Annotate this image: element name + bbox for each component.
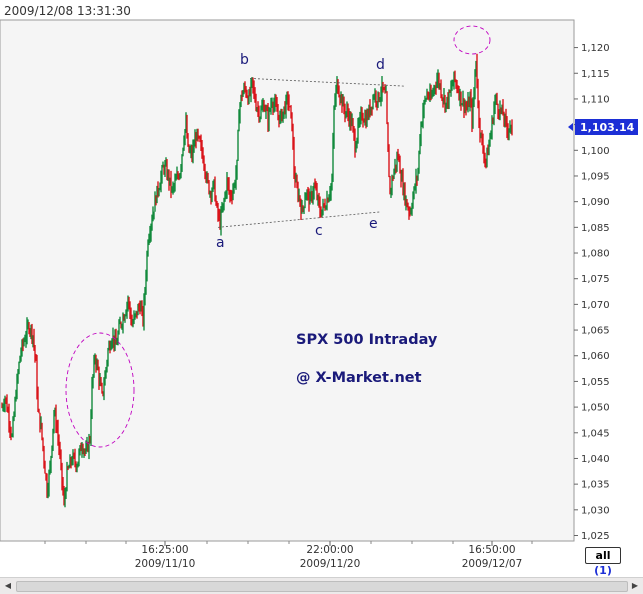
y-tick-label: 1,055 xyxy=(581,377,610,388)
y-tick-label: 1,095 xyxy=(581,171,610,182)
y-tick-label: 1,085 xyxy=(581,223,610,234)
wave-label-a: a xyxy=(216,235,225,251)
chart-timestamp: 2009/12/08 13:31:30 xyxy=(4,4,131,18)
y-tick-label: 1,045 xyxy=(581,428,610,439)
x-tick-time: 16:25:00 xyxy=(141,544,188,556)
highlight-circles xyxy=(65,25,491,448)
wave-label-e: e xyxy=(369,216,378,232)
y-tick-label: 1,115 xyxy=(581,69,610,80)
candlestick-series xyxy=(1,53,513,508)
wave-label-c: c xyxy=(315,223,323,239)
y-axis: 1,025 1,030 1,035 1,040 1,045 1,050 1,055 1,060… xyxy=(574,43,610,542)
y-tick-label: 1,030 xyxy=(581,505,610,516)
last-price-marker: 1,103.14 xyxy=(568,119,638,135)
trendline-a-e xyxy=(217,211,381,228)
y-tick-label: 1,025 xyxy=(581,531,610,542)
y-tick-label: 1,050 xyxy=(581,403,610,414)
x-tick-date: 2009/11/10 xyxy=(135,558,196,570)
last-price-tag xyxy=(575,119,638,135)
last-price-arrow-icon xyxy=(568,123,573,131)
trendline-b-d xyxy=(249,77,405,87)
chart-title: SPX 500 Intraday xyxy=(296,332,438,348)
x-tick-date: 2009/12/07 xyxy=(462,558,523,570)
x-axis: 16:25:00 2009/11/10 22:00:00 2009/11/20 16:5… xyxy=(44,541,533,570)
x-tick-time: 16:50:00 xyxy=(468,544,515,556)
wave-label-b: b xyxy=(240,52,249,68)
chart-subtitle: @ X-Market.net xyxy=(296,370,422,386)
y-tick-label: 1,100 xyxy=(581,146,610,157)
all-filter-count: (1) xyxy=(594,564,612,577)
highlight-circle-top xyxy=(453,25,491,55)
horizontal-scrollbar[interactable]: ◀ ▶ xyxy=(0,577,643,594)
y-tick-label: 1,040 xyxy=(581,454,610,465)
y-tick-label: 1,090 xyxy=(581,197,610,208)
scrollbar-thumb[interactable] xyxy=(16,581,628,592)
all-filter-label: all xyxy=(595,549,611,562)
scroll-right-icon[interactable]: ▶ xyxy=(631,581,639,590)
wave-label-d: d xyxy=(376,57,385,73)
all-filter-button[interactable]: all (1) xyxy=(585,547,621,577)
wave-labels: a b c d e xyxy=(216,52,385,251)
highlight-circle-left xyxy=(65,332,135,448)
scroll-left-icon[interactable]: ◀ xyxy=(4,581,12,590)
x-tick-date: 2009/11/20 xyxy=(300,558,361,570)
y-tick-label: 1,075 xyxy=(581,274,610,285)
trend-lines xyxy=(217,77,405,228)
y-tick-label: 1,065 xyxy=(581,326,610,337)
y-tick-label: 1,060 xyxy=(581,351,610,362)
y-tick-label: 1,120 xyxy=(581,43,610,54)
x-tick-time: 22:00:00 xyxy=(306,544,353,556)
y-tick-label: 1,080 xyxy=(581,249,610,260)
last-price-text: 1,103.14 xyxy=(580,121,635,134)
y-tick-label: 1,035 xyxy=(581,480,610,491)
y-tick-label: 1,070 xyxy=(581,300,610,311)
y-tick-label: 1,110 xyxy=(581,94,610,105)
